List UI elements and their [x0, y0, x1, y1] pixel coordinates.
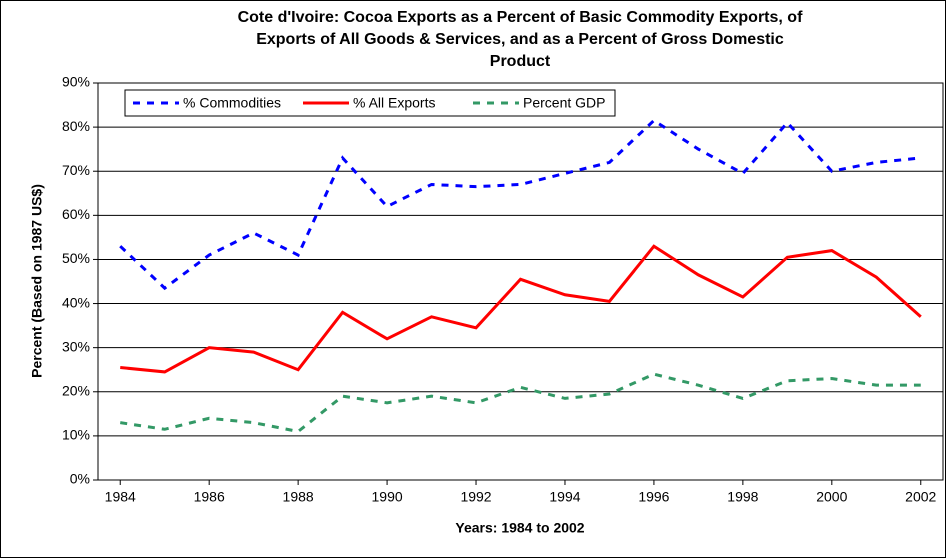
y-tick-label: 40%: [62, 294, 90, 310]
x-tick-label: 1990: [372, 489, 403, 505]
x-tick-label: 2000: [816, 489, 847, 505]
legend-label: % Commodities: [183, 95, 281, 111]
x-tick-label: 1986: [194, 489, 225, 505]
chart-title: Cote d'Ivoire: Cocoa Exports as a Percen…: [238, 9, 803, 26]
y-tick-label: 10%: [62, 427, 90, 443]
x-tick-label: 1994: [549, 489, 580, 505]
y-tick-label: 90%: [62, 74, 90, 90]
x-tick-label: 2002: [905, 489, 936, 505]
y-tick-label: 50%: [62, 250, 90, 266]
x-tick-label: 1992: [460, 489, 491, 505]
legend: % Commodities % All Exports Percent GDP: [124, 89, 616, 117]
y-tick-label: 0%: [70, 471, 90, 487]
y-tick-label: 60%: [62, 206, 90, 222]
y-tick-label: 20%: [62, 382, 90, 398]
legend-label: Percent GDP: [523, 95, 605, 111]
y-tick-label: 30%: [62, 338, 90, 354]
series-line: [120, 244, 922, 374]
x-tick-label: 1988: [283, 489, 314, 505]
legend-label: % All Exports: [353, 95, 435, 111]
x-tick-label: 1998: [727, 489, 758, 505]
chart-title: Exports of All Goods & Services, and as …: [256, 31, 784, 48]
y-tick-label: 70%: [62, 162, 90, 178]
y-tick-label: 80%: [62, 118, 90, 134]
x-axis-label: Years: 1984 to 2002: [455, 520, 584, 536]
x-tick-label: 1984: [105, 489, 136, 505]
chart-title: Product: [490, 53, 551, 70]
x-tick-label: 1996: [638, 489, 669, 505]
y-axis-label: Percent (Based on 1987 US$): [29, 184, 45, 378]
legend-box: [124, 89, 616, 117]
